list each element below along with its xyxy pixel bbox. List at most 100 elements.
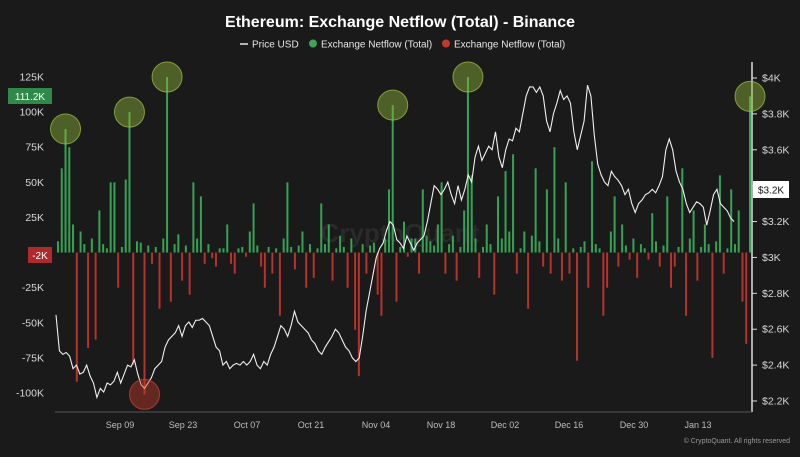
netflow-bar-inflow <box>327 224 330 253</box>
netflow-bar-inflow <box>436 224 439 253</box>
netflow-bar-inflow <box>448 244 451 253</box>
netflow-bar-outflow <box>188 252 191 295</box>
netflow-bar-inflow <box>399 246 402 253</box>
netflow-bar-inflow <box>624 245 627 253</box>
netflow-bar-outflow <box>745 252 748 344</box>
netflow-bar-inflow <box>651 213 654 253</box>
netflow-bar-inflow <box>466 77 469 253</box>
legend-label-netflow-positive: Exchange Netflow (Total) <box>321 40 432 51</box>
netflow-bar-inflow <box>324 244 327 253</box>
netflow-bar-outflow <box>696 252 699 281</box>
netflow-bar-inflow <box>726 248 729 253</box>
netflow-bar-inflow <box>403 221 405 253</box>
netflow-bar-inflow <box>226 224 229 253</box>
netflow-bar-outflow <box>94 252 97 340</box>
netflow-bar-inflow <box>83 244 86 253</box>
netflow-bar-outflow <box>260 252 263 267</box>
x-tick-label: Dec 02 <box>491 420 520 430</box>
netflow-bar-outflow <box>305 252 308 288</box>
netflow-bar-outflow <box>617 252 620 267</box>
netflow-bar-inflow <box>583 241 586 253</box>
netflow-bar-outflow <box>542 252 545 267</box>
netflow-bar-inflow <box>470 175 473 253</box>
netflow-bar-inflow <box>199 196 202 253</box>
netflow-bar-outflow <box>478 252 481 278</box>
netflow-bar-inflow <box>252 203 255 253</box>
netflow-bar-inflow <box>504 171 507 253</box>
netflow-bar-outflow <box>670 252 673 288</box>
netflow-bar-inflow <box>128 112 131 253</box>
netflow-bar-inflow <box>339 235 342 253</box>
right-tick-label: $3.6K <box>762 144 789 156</box>
netflow-bar-inflow <box>594 244 597 253</box>
netflow-bar-inflow <box>429 241 432 253</box>
netflow-bar-inflow <box>621 224 624 253</box>
netflow-bar-inflow <box>57 241 59 253</box>
netflow-bar-inflow <box>90 238 93 253</box>
netflow-bar-outflow <box>549 252 552 274</box>
netflow-bar-outflow <box>354 252 357 330</box>
netflow-bar-inflow <box>248 231 251 253</box>
netflow-bar-inflow <box>433 245 436 253</box>
netflow-bar-inflow <box>489 244 492 253</box>
netflow-bar-inflow <box>474 238 477 253</box>
netflow-bar-outflow <box>576 252 578 361</box>
netflow-bar-inflow <box>361 244 364 253</box>
netflow-bar-inflow <box>463 210 466 253</box>
netflow-bar-inflow <box>485 224 488 253</box>
left-tick-label: 100K <box>19 107 44 119</box>
highlight-inflow-peak <box>151 61 183 93</box>
netflow-bar-inflow <box>591 161 594 253</box>
netflow-bar-inflow <box>481 246 484 253</box>
netflow-bar-inflow <box>598 248 601 253</box>
netflow-bar-outflow <box>75 252 78 382</box>
netflow-bar-inflow <box>737 210 740 253</box>
netflow-bar-inflow <box>207 244 210 253</box>
netflow-bar-inflow <box>135 241 138 253</box>
x-tick-label: Jan 13 <box>684 420 711 430</box>
netflow-bar-inflow <box>173 244 176 253</box>
netflow-bar-inflow <box>316 248 319 253</box>
netflow-bar-outflow <box>606 252 609 288</box>
netflow-bar-inflow <box>425 235 428 253</box>
netflow-bar-inflow <box>241 246 244 253</box>
netflow-bar-inflow <box>500 238 503 253</box>
netflow-bar-inflow <box>519 248 522 253</box>
netflow-bar-inflow <box>677 246 680 253</box>
netflow-bar-inflow <box>553 147 556 253</box>
netflow-bar-inflow <box>572 248 575 253</box>
right-tick-label: $4K <box>762 73 781 85</box>
netflow-bar-outflow <box>331 252 334 281</box>
netflow-bar-inflow <box>350 238 353 253</box>
netflow-bar-inflow <box>196 238 199 253</box>
netflow-bar-outflow <box>87 252 90 349</box>
x-tick-label: Dec 16 <box>555 420 584 430</box>
left-tick-label: 125K <box>19 72 44 84</box>
netflow-bar-inflow <box>459 246 462 253</box>
badge-netflow-latest-text: 111.2K <box>15 92 46 103</box>
netflow-bar-outflow <box>493 252 496 295</box>
netflow-bar-inflow <box>113 182 116 253</box>
netflow-bar-inflow <box>162 238 165 253</box>
netflow-bar-inflow <box>681 168 684 253</box>
netflow-bar-outflow <box>380 252 383 316</box>
netflow-bar-outflow <box>455 252 458 281</box>
highlight-circles <box>50 61 766 410</box>
netflow-bar-inflow <box>286 182 289 253</box>
badge-netflow-negative-text: -2K <box>32 251 48 262</box>
netflow-bar-outflow <box>628 252 631 260</box>
chart-legend: Price USD Exchange Netflow (Total) Excha… <box>240 39 565 51</box>
netflow-bar-inflow <box>72 224 75 253</box>
netflow-bar-outflow <box>293 252 296 270</box>
netflow-bar-outflow <box>395 252 398 302</box>
netflow-bar-inflow <box>290 246 293 253</box>
netflow-bar-inflow <box>557 238 560 253</box>
netflow-bar-outflow <box>418 252 421 274</box>
netflow-bar-inflow <box>703 224 706 253</box>
badge-price-latest-text: $3.2K <box>758 186 784 197</box>
netflow-bar-inflow <box>700 246 703 253</box>
netflow-bar-inflow <box>613 196 616 253</box>
netflow-bar-inflow <box>632 238 635 253</box>
x-tick-label: Oct 21 <box>298 420 325 430</box>
